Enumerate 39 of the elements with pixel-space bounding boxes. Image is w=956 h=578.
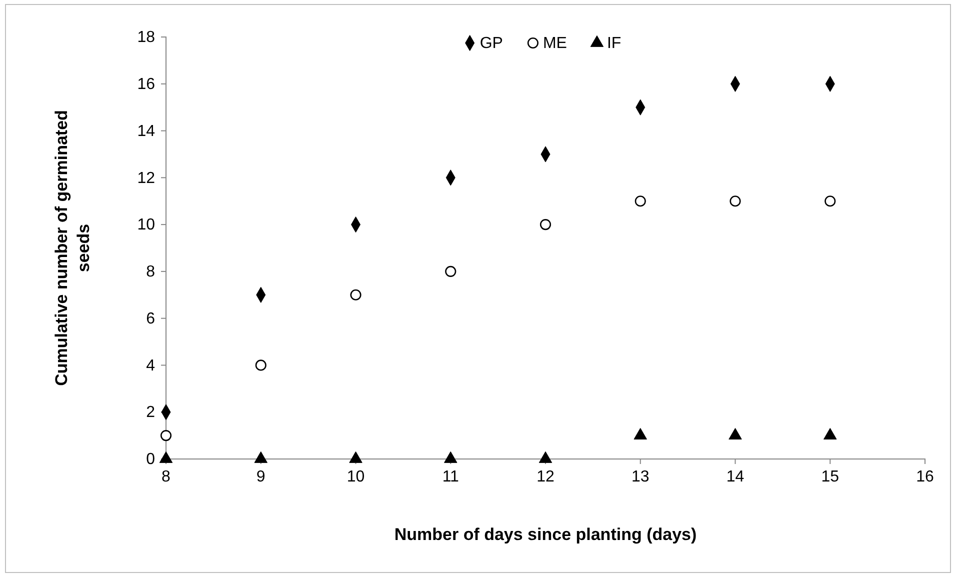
- y-tick-label: 12: [137, 170, 156, 187]
- point: [159, 451, 173, 463]
- y-tick-label: 2: [146, 404, 156, 422]
- x-tick-label: 8: [162, 468, 171, 486]
- point: [824, 428, 837, 440]
- point: [445, 266, 456, 277]
- legend-label: IF: [606, 35, 622, 52]
- y-tick-label: 6: [146, 310, 156, 328]
- y-tick-label: 10: [137, 216, 156, 234]
- x-tick-label: 15: [821, 468, 840, 486]
- legend-label: GP: [480, 35, 503, 52]
- point: [538, 451, 552, 463]
- x-tick-label: 14: [726, 468, 744, 486]
- y-tick-label: 14: [137, 122, 156, 140]
- y-axis-title: Cumulative number of germinated seeds: [52, 110, 93, 386]
- x-tick-label: 13: [631, 468, 650, 486]
- point: [730, 196, 741, 207]
- x-tick-label: 9: [256, 468, 266, 486]
- point: [634, 196, 646, 207]
- x-tick-label: 16: [916, 468, 934, 486]
- point: [444, 451, 458, 463]
- y-tick-label: 0: [146, 451, 156, 468]
- point: [728, 428, 742, 440]
- legend-label: ME: [542, 35, 567, 52]
- y-tick-label: 18: [137, 29, 156, 46]
- point: [349, 451, 362, 463]
- point: [255, 360, 266, 371]
- point: [634, 428, 647, 440]
- y-tick-label: 8: [146, 264, 156, 281]
- y-tick-label: 16: [137, 76, 156, 94]
- x-axis-title: Number of days since planting (days): [394, 525, 697, 544]
- x-tick-label: 10: [346, 468, 365, 486]
- point: [350, 289, 362, 300]
- y-tick-label: 4: [146, 357, 156, 374]
- point: [540, 219, 552, 230]
- point: [254, 451, 268, 463]
- x-tick-label: 11: [442, 468, 460, 486]
- x-tick-label: 12: [536, 468, 554, 486]
- point: [824, 196, 836, 207]
